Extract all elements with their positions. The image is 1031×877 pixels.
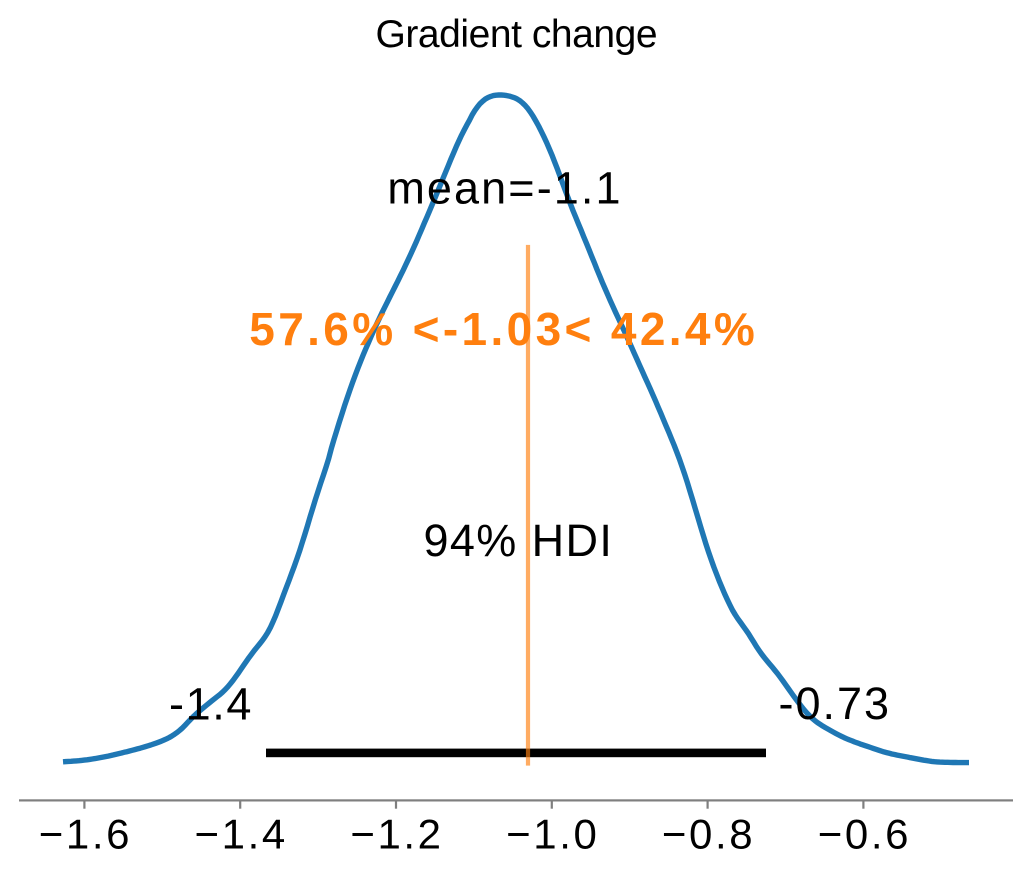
svg-text:−1.6: −1.6	[39, 811, 132, 858]
svg-text:−1.4: −1.4	[195, 811, 288, 858]
svg-text:−1.2: −1.2	[350, 811, 443, 858]
svg-text:Gradient change: Gradient change	[375, 13, 657, 56]
svg-text:−0.6: −0.6	[818, 811, 911, 858]
svg-text:-1.4: -1.4	[169, 679, 253, 730]
svg-text:mean=-1.1: mean=-1.1	[387, 163, 622, 214]
svg-text:−0.8: −0.8	[662, 811, 755, 858]
svg-text:57.6% <-1.03< 42.4%: 57.6% <-1.03< 42.4%	[249, 303, 758, 355]
svg-text:−1.0: −1.0	[506, 811, 599, 858]
svg-text:94% HDI: 94% HDI	[423, 515, 613, 566]
svg-text:-0.73: -0.73	[779, 678, 892, 729]
